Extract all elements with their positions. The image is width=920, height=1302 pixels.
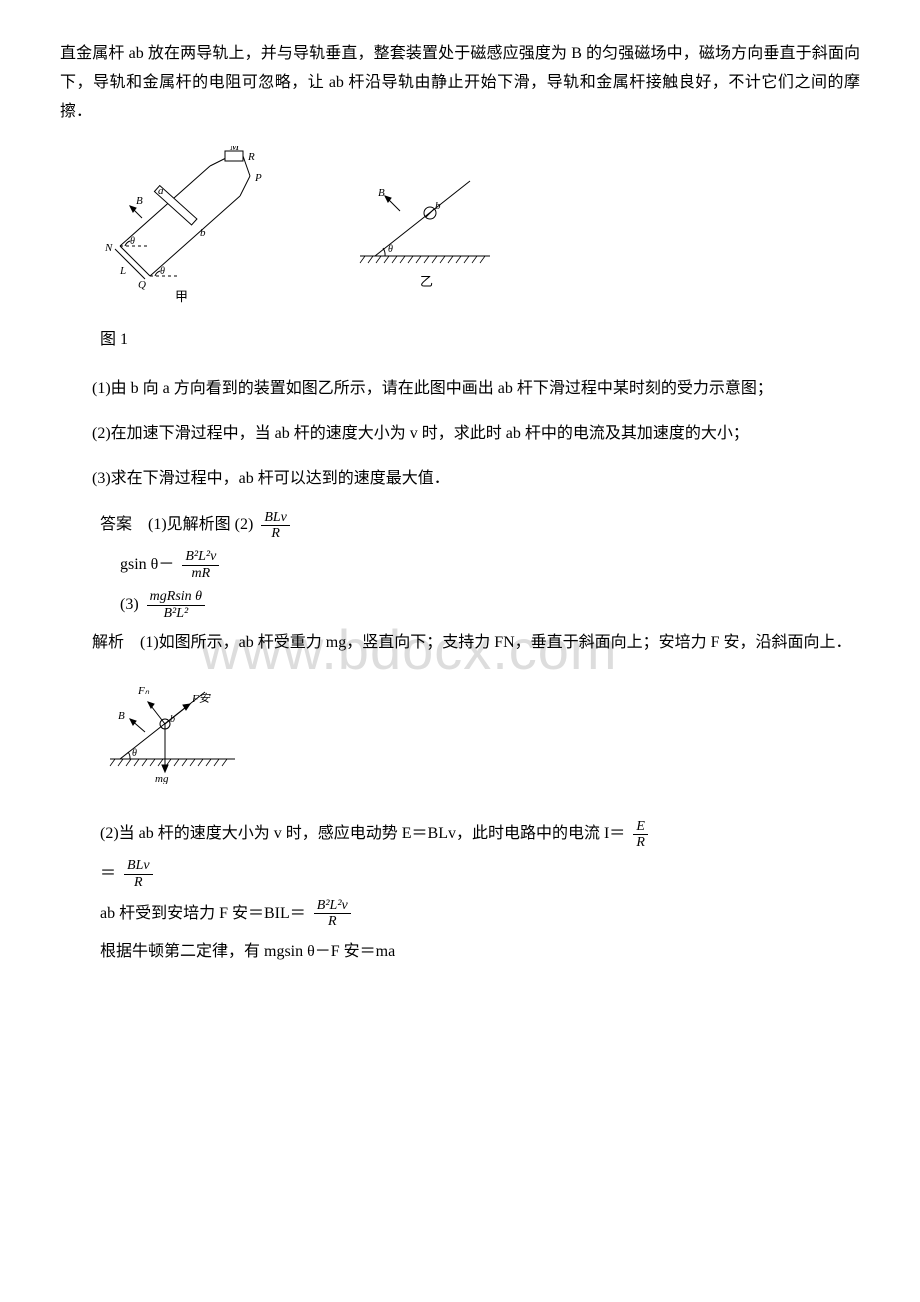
solution-2-eqsign: ＝: [100, 860, 116, 889]
question-1: (1)由 b 向 a 方向看到的装置如图乙所示，请在此图中画出 ab 杆下滑过程…: [60, 375, 860, 404]
solution-2-eq: ＝ BLv R: [100, 858, 860, 890]
solution-2-pre: (2)当 ab 杆的速度大小为 v 时，感应电动势 E＝BLv，此时电路中的电流…: [100, 820, 625, 849]
answer-line-3: (3) mgRsin θ B²L²: [120, 589, 860, 621]
fbd-diagram: Fₙ F安 B b θ mg: [100, 674, 860, 795]
solution-2-line: (2)当 ab 杆的速度大小为 v 时，感应电动势 E＝BLv，此时电路中的电流…: [100, 819, 860, 851]
answer-line3-pre: (3): [120, 591, 139, 620]
diagram-yi: B b θ 乙: [350, 161, 500, 291]
label-b-fbd: b: [170, 714, 175, 725]
label-theta-yi: θ: [388, 244, 393, 255]
label-theta-fbd: θ: [132, 748, 137, 759]
diagram-jia: M R P a b B N L Q θ θ 甲: [100, 146, 290, 306]
figure-1-container: M R P a b B N L Q θ θ 甲: [100, 146, 860, 306]
label-yi: 乙: [420, 274, 433, 289]
label-P: P: [254, 172, 262, 184]
label-a: a: [158, 185, 164, 197]
solution-4: 根据牛顿第二定律，有 mgsin θ－F 安＝ma: [100, 938, 860, 967]
answer-line-2: gsin θ－ B²L²v mR: [120, 549, 860, 581]
answer-frac-2: B²L²v mR: [182, 549, 219, 581]
label-B-jia: B: [136, 195, 143, 207]
label-Fan: F安: [191, 692, 211, 705]
label-theta1: θ: [130, 236, 135, 247]
label-mg: mg: [155, 773, 169, 784]
label-theta2: θ: [160, 266, 165, 277]
question-2: (2)在加速下滑过程中，当 ab 杆的速度大小为 v 时，求此时 ab 杆中的电…: [60, 420, 860, 449]
label-N: N: [104, 242, 113, 254]
figure-caption: 图 1: [100, 326, 860, 355]
question-3: (3)求在下滑过程中，ab 杆可以达到的速度最大值．: [60, 465, 860, 494]
label-Q: Q: [138, 279, 146, 291]
solution-1: 解析 (1)如图所示，ab 杆受重力 mg，竖直向下；支持力 FN，垂直于斜面向…: [60, 629, 860, 658]
label-FN: Fₙ: [137, 685, 150, 697]
intro-paragraph: 直金属杆 ab 放在两导轨上，并与导轨垂直，整套装置处于磁感应强度为 B 的匀强…: [60, 40, 860, 126]
label-M: M: [229, 146, 240, 153]
solution-3-pre: ab 杆受到安培力 F 安＝BIL＝: [100, 900, 306, 929]
label-L: L: [119, 265, 126, 277]
label-b: b: [200, 227, 206, 239]
answer-line-1: 答案 (1)见解析图 (2) BLv R: [100, 510, 860, 542]
solution-2-frac1: E R: [633, 819, 648, 851]
label-B-yi: B: [378, 187, 385, 199]
answer-label: 答案 (1)见解析图 (2): [100, 511, 253, 540]
answer-frac-3: mgRsin θ B²L²: [147, 589, 205, 621]
label-jia: 甲: [175, 289, 188, 304]
answer-line2-pre: gsin θ－: [120, 551, 174, 580]
label-R: R: [247, 151, 255, 163]
label-B-fbd: B: [118, 710, 125, 722]
solution-2-frac2: BLv R: [124, 858, 153, 890]
label-b-yi: b: [435, 200, 441, 212]
answer-frac-1: BLv R: [261, 510, 290, 542]
solution-3-line: ab 杆受到安培力 F 安＝BIL＝ B²L²v R: [100, 898, 860, 930]
solution-3-frac: B²L²v R: [314, 898, 351, 930]
